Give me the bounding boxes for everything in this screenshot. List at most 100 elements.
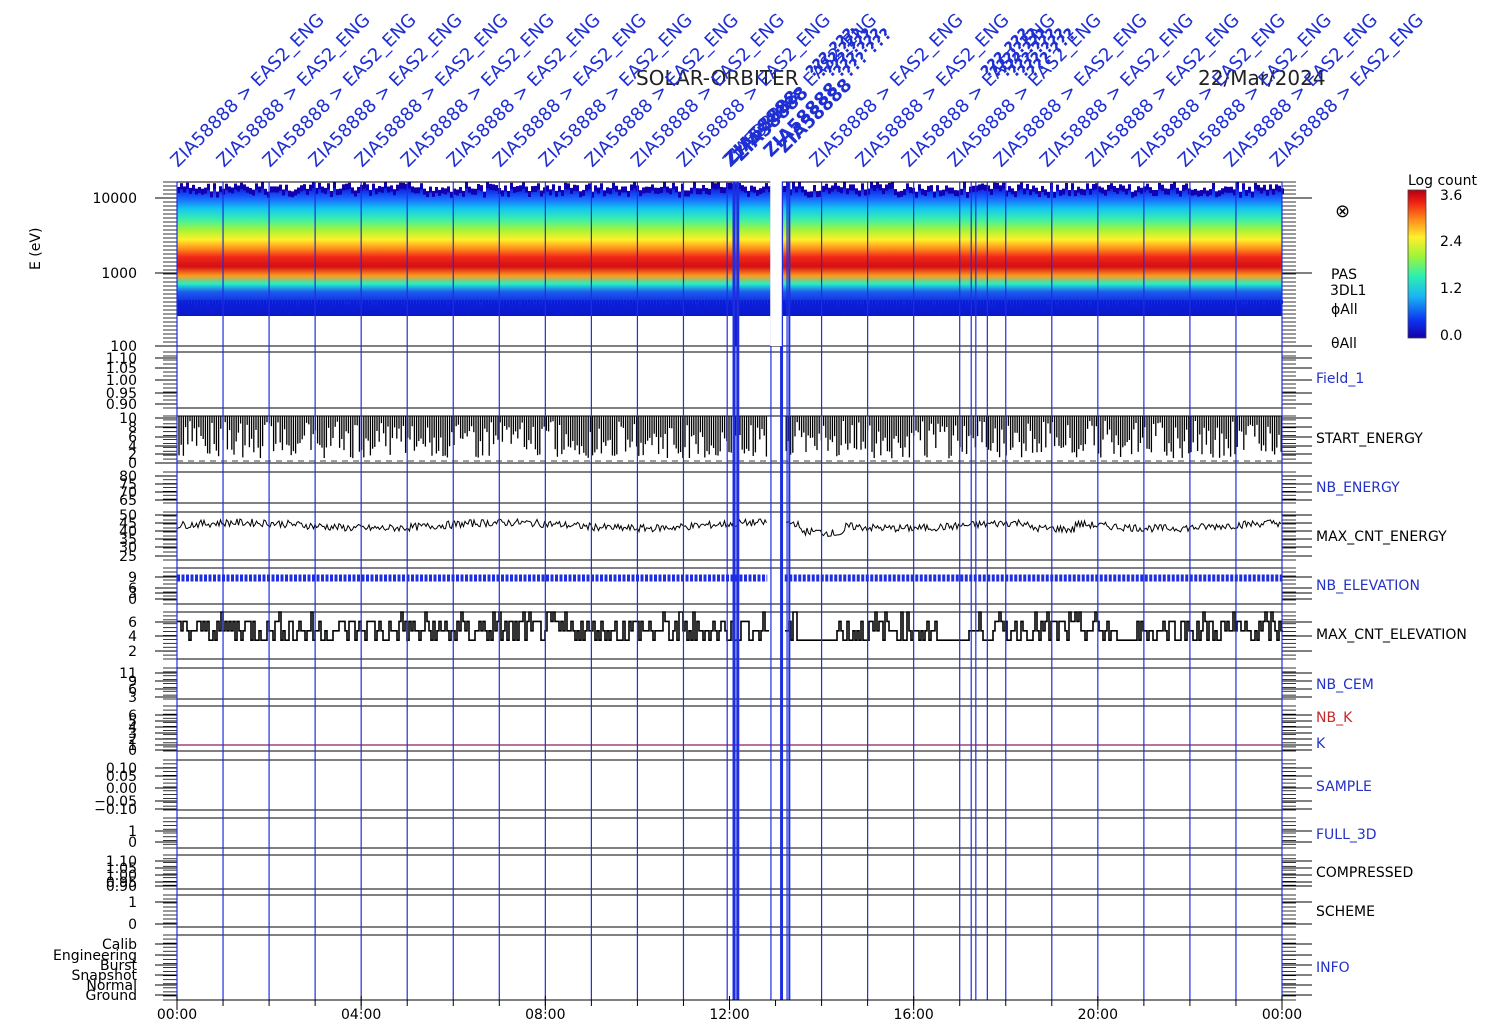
spectrogram-spike <box>714 183 717 190</box>
y-tick-label: 6 <box>128 682 137 698</box>
spectrogram-spike <box>309 300 311 316</box>
y-tick-label: 10000 <box>92 191 137 207</box>
data-gap <box>770 176 782 346</box>
y-tick-label: 1.00 <box>106 868 137 884</box>
spectrogram-spike <box>462 190 465 197</box>
y-tick-label: 9 <box>128 570 137 586</box>
spectrogram-mask <box>1209 182 1212 190</box>
spectrogram-spike <box>870 182 873 189</box>
spectrogram-mask <box>306 182 309 189</box>
spectrogram-mask <box>180 182 183 184</box>
spectrogram-spike <box>1185 183 1188 190</box>
spectrogram-spike <box>564 300 566 305</box>
spectrogram-mask <box>606 182 609 188</box>
spectrogram-mask <box>648 182 651 187</box>
spectrogram-spike <box>291 191 294 198</box>
spectrogram-mask <box>216 182 219 192</box>
spectrogram-spike <box>1029 300 1031 315</box>
spectrogram-mask <box>852 182 855 185</box>
spectrogram-mask <box>513 182 516 187</box>
spectrogram-spike <box>942 300 944 305</box>
spectrogram-spike <box>315 300 317 309</box>
spectrogram-mask <box>969 182 972 187</box>
spectrogram-spike <box>690 300 692 315</box>
spectrogram-spike <box>657 187 660 194</box>
spectrogram-mask <box>591 182 594 192</box>
spectrogram-mask <box>828 182 831 188</box>
spectrogram-mask <box>879 182 882 185</box>
spectrogram-spike <box>369 300 371 304</box>
spectrogram-spike <box>768 186 771 193</box>
spectrogram-spike <box>462 300 464 313</box>
data-gap-band <box>770 176 782 346</box>
spectrogram-spike <box>759 188 762 195</box>
spectrogram-mask <box>1071 182 1074 184</box>
y-tick-label: 1 <box>128 824 137 840</box>
spectrogram-spike <box>450 300 452 310</box>
spectrogram-spike <box>1233 300 1235 316</box>
spectrogram-spike <box>321 186 324 193</box>
spectrogram-spike <box>885 184 888 191</box>
spectrogram-mask <box>1197 182 1200 191</box>
spectrogram-spike <box>525 300 527 310</box>
spectrogram-spike <box>201 300 203 305</box>
spectrogram-spike <box>591 300 593 311</box>
spectrogram-spike <box>888 182 891 189</box>
spectrogram-spike <box>837 300 839 304</box>
spectrogram-spike <box>807 300 809 314</box>
spectrogram-spike <box>951 300 953 307</box>
spectrogram-spike <box>1116 187 1119 194</box>
spectrogram-spike <box>405 300 407 307</box>
spectrogram-spike <box>894 300 896 312</box>
panel-label: NB_K <box>1316 710 1353 726</box>
y-tick-label: 80 <box>119 469 137 485</box>
spectrogram-mask <box>687 182 690 191</box>
spectrogram-mask <box>609 182 612 189</box>
spectrogram-spike <box>765 183 768 190</box>
spectrogram-mask <box>741 182 744 186</box>
y-tick-label: 8 <box>128 420 137 436</box>
spectrogram-mask <box>1260 182 1263 188</box>
spectrogram-spike <box>1026 183 1029 190</box>
spectrogram-spike <box>534 300 536 303</box>
spectrogram-spike <box>1278 185 1281 192</box>
spectrogram-spike <box>411 300 413 308</box>
spectrogram-mask <box>252 182 255 190</box>
spectrogram-spike <box>312 182 315 189</box>
spectrogram-spike <box>990 300 992 305</box>
spectrogram-spike <box>795 186 798 193</box>
spectrogram-spike <box>561 190 564 197</box>
spectrogram-spike <box>1260 187 1263 194</box>
spectrogram-mask <box>489 182 492 184</box>
spectrogram-spike <box>603 190 606 197</box>
spectrogram-mask <box>447 182 450 187</box>
spectrogram-spike <box>918 300 920 305</box>
spectrogram-spike <box>387 300 389 313</box>
spectrogram-spike <box>306 188 309 195</box>
spectrogram-spike <box>555 300 557 316</box>
spectrogram-spike <box>282 189 285 196</box>
spectrogram-mask <box>708 182 711 189</box>
spectrogram-spike <box>432 190 435 197</box>
spectrogram-spike <box>708 300 710 312</box>
spectrogram-mask <box>1134 182 1137 191</box>
spectrogram-spike <box>981 183 984 190</box>
spectrogram-spike <box>492 184 495 191</box>
spectrogram-spike <box>762 186 765 193</box>
spectrogram-spike <box>948 300 950 314</box>
spectrogram-spike <box>1065 300 1067 305</box>
spectrogram-spike <box>1125 188 1128 195</box>
spectrogram-mask <box>1128 182 1131 185</box>
spectrogram-spike <box>981 300 983 305</box>
spectrogram-spike <box>375 300 377 304</box>
spectrogram-mask <box>1053 182 1056 192</box>
panel-label: NB_ELEVATION <box>1316 578 1420 594</box>
spectrogram-mask <box>1170 182 1173 184</box>
spectrogram-spike <box>738 183 741 190</box>
spectrogram-spike <box>693 300 695 307</box>
spectrogram-spike <box>249 188 252 195</box>
spectrogram-spike <box>1107 300 1109 304</box>
spectrogram-spike <box>303 300 305 308</box>
spectrogram-mask <box>528 182 531 192</box>
y-tick-label: 11 <box>119 666 137 682</box>
